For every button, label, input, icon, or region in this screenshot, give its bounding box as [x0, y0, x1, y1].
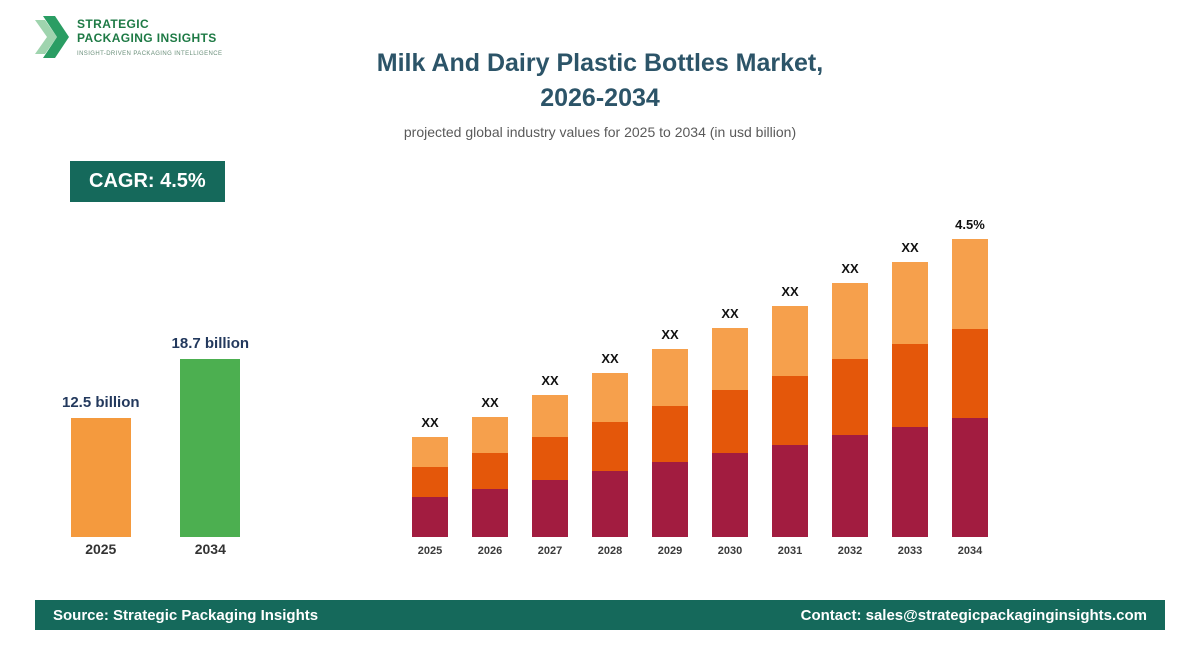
stacked-bar-2032: XX 2032: [832, 261, 868, 557]
stacked-bar-year-label: 2026: [477, 545, 503, 557]
stacked-bar-year-label: 2027: [537, 545, 563, 557]
stacked-bar-top-label: XX: [541, 373, 559, 388]
stacked-bar-year-label: 2034: [957, 545, 983, 557]
stacked-bar-top-label: XX: [481, 395, 499, 410]
segment-middle: [892, 344, 928, 427]
stacked-bar-segments: [892, 262, 928, 537]
segment-top: [712, 328, 748, 390]
stacked-bar-segments: [712, 328, 748, 537]
stacked-bar-segments: [412, 437, 448, 537]
segment-top: [952, 239, 988, 329]
stacked-bar-segments: [592, 373, 628, 537]
segment-middle: [832, 359, 868, 435]
segment-bottom: [952, 418, 988, 537]
summary-chart: 12.5 billion 2025 18.7 billion 2034: [62, 300, 249, 557]
segment-top: [652, 349, 688, 406]
segment-bottom: [472, 489, 508, 537]
stacked-bar-segments: [652, 349, 688, 537]
chart-header: Milk And Dairy Plastic Bottles Market, 2…: [240, 46, 960, 140]
stacked-bar-2028: XX 2028: [592, 351, 628, 557]
stacked-bar-year-label: 2031: [777, 545, 803, 557]
summary-bar-value-label: 12.5 billion: [62, 394, 140, 411]
segment-bottom: [592, 471, 628, 537]
segment-bottom: [772, 445, 808, 537]
stacked-bar-segments: [772, 306, 808, 537]
segment-middle: [652, 406, 688, 462]
segment-bottom: [892, 427, 928, 537]
stacked-bar-year-label: 2033: [897, 545, 923, 557]
stacked-bar-segments: [532, 395, 568, 537]
stacked-bar-top-label: XX: [661, 327, 679, 342]
summary-bar-year-label: 2025: [85, 541, 117, 557]
stacked-bar-top-label: XX: [721, 306, 739, 321]
stacked-bar-segments: [832, 283, 868, 537]
segment-bottom: [832, 435, 868, 537]
segment-middle: [712, 390, 748, 453]
segment-top: [772, 306, 808, 376]
segment-top: [472, 417, 508, 453]
stacked-bar-2033: XX 2033: [892, 240, 928, 557]
segment-middle: [532, 437, 568, 480]
stacked-bar-segments: [472, 417, 508, 537]
stacked-bar-top-label: XX: [841, 261, 859, 276]
page-title-line1: Milk And Dairy Plastic Bottles Market,: [376, 49, 824, 77]
summary-bar: [180, 359, 241, 537]
summary-bar-2025: 12.5 billion 2025: [62, 394, 140, 557]
stacked-bar-year-label: 2030: [717, 545, 743, 557]
footer-contact: Contact: sales@strategicpackaginginsight…: [800, 606, 1147, 624]
stacked-bar-segments: [952, 239, 988, 537]
cagr-badge: CAGR: 4.5%: [70, 161, 225, 202]
stacked-bar-2025: XX 2025: [412, 415, 448, 557]
page-subtitle: projected global industry values for 202…: [403, 124, 797, 140]
stacked-bar-2034: 4.5% 2034: [952, 217, 988, 557]
summary-bar-value-label: 18.7 billion: [171, 335, 250, 352]
stacked-bar-2026: XX 2026: [472, 395, 508, 557]
stacked-bar-year-label: 2029: [657, 545, 683, 557]
segment-middle: [472, 453, 508, 489]
page-title-line2: 2026-2034: [540, 84, 660, 112]
segment-bottom: [412, 497, 448, 537]
stacked-bar-top-label: 4.5%: [955, 217, 985, 232]
stacked-bar-year-label: 2032: [837, 545, 863, 557]
segment-middle: [412, 467, 448, 497]
stacked-bar-top-label: XX: [781, 284, 799, 299]
segment-top: [592, 373, 628, 422]
stacked-bar-top-label: XX: [421, 415, 439, 430]
segment-middle: [592, 422, 628, 471]
stacked-bar-chart: XX 2025 XX 2026 XX 2027 XX 2028 XX 2029 XX 2030 XX 20…: [412, 200, 988, 557]
logo-name-line1: STRATEGIC: [77, 17, 150, 31]
segment-top: [832, 283, 868, 359]
summary-bar-2034: 18.7 billion 2034: [172, 335, 250, 557]
logo-name-line2: PACKAGING INSIGHTS: [77, 30, 217, 45]
summary-bar: [70, 418, 131, 537]
segment-top: [532, 395, 568, 437]
segment-middle: [772, 376, 808, 445]
footer-source: Source: Strategic Packaging Insights: [53, 606, 319, 624]
stacked-bar-year-label: 2028: [597, 545, 623, 557]
stacked-bar-2031: XX 2031: [772, 284, 808, 557]
stacked-bar-2027: XX 2027: [532, 373, 568, 557]
stacked-bar-top-label: XX: [901, 240, 919, 255]
stacked-bar-2030: XX 2030: [712, 306, 748, 557]
logo: STRATEGIC PACKAGING INSIGHTS INSIGHT-DRI…: [35, 14, 222, 65]
stacked-bar-top-label: XX: [601, 351, 619, 366]
segment-bottom: [532, 480, 568, 537]
segment-bottom: [652, 462, 688, 537]
segment-top: [412, 437, 448, 467]
segment-top: [892, 262, 928, 344]
logo-chevron-icon: [35, 14, 69, 65]
segment-bottom: [712, 453, 748, 537]
stacked-bar-2029: XX 2029: [652, 327, 688, 557]
segment-middle: [952, 329, 988, 418]
stacked-bar-year-label: 2025: [417, 545, 443, 557]
footer-bar: Source: Strategic Packaging Insights Con…: [35, 600, 1165, 630]
logo-tagline: INSIGHT-DRIVEN PACKAGING INTELLIGENCE: [77, 50, 223, 57]
summary-bar-year-label: 2034: [194, 541, 226, 557]
